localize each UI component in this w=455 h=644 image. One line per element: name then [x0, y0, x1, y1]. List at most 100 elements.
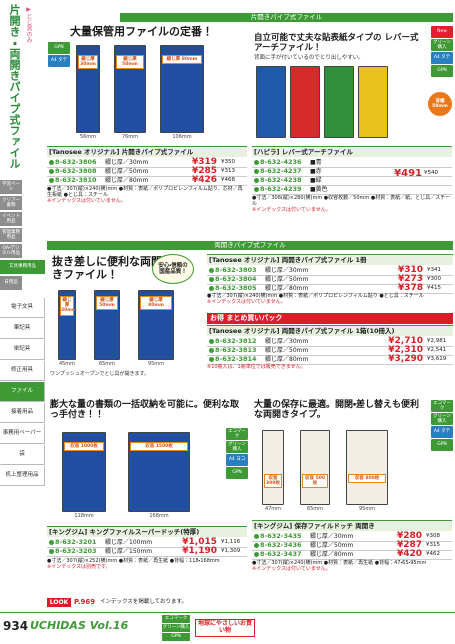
price-tax: ¥3,619	[427, 356, 447, 362]
row-dot	[254, 187, 259, 192]
spine-label: 綴じ厚 30mm	[60, 296, 77, 316]
row-dot	[254, 169, 259, 174]
product-name: [Tanosee オリジナル] 両開きパイプ式ファイル 1箱(10冊入)	[207, 325, 453, 336]
sidebar-sub: ▶とじ具のみ	[25, 6, 32, 43]
spec: 綴じ厚／30mm	[105, 159, 149, 166]
notes: ※10冊入は、1冊単位では販売できません。	[207, 364, 453, 371]
note: ※インデックスは付いていません。	[47, 197, 126, 204]
spec: 綴じ厚／30mm	[265, 338, 309, 345]
row-dot	[49, 540, 54, 545]
product-code: 8-632-3201	[55, 538, 97, 546]
brand: UCHIDAS Vol.16	[30, 619, 129, 632]
row-line	[207, 363, 453, 364]
product-code: 8-632-3435	[260, 532, 302, 540]
product-code: 8-632-3203	[55, 547, 97, 555]
row-dot	[209, 357, 214, 362]
caption: ワンプッシュオープンでとじ具が開きます。	[50, 371, 150, 377]
row-dot	[254, 178, 259, 183]
product-code: 8-632-3814	[215, 355, 257, 363]
sidebar-link: 筆記具	[0, 319, 45, 339]
spec: 綴じ厚／80mm	[265, 356, 309, 363]
price: ¥1,015	[182, 537, 217, 547]
legend-badge: GPN	[162, 633, 190, 641]
note: ※インデックスは別売です。	[47, 563, 111, 570]
product-code: 8-632-4238	[260, 176, 302, 184]
product-code: 8-632-3803	[215, 266, 257, 274]
row-dot	[254, 552, 259, 557]
spec: 綴じ厚／30mm	[265, 267, 309, 274]
row-dot	[254, 160, 259, 165]
binder	[346, 430, 388, 505]
spine-label: 収容 500枚	[302, 474, 328, 489]
sidebar-link: 袋	[0, 445, 45, 465]
product-code: 8-632-3813	[215, 346, 257, 354]
dimension: 118mm	[74, 513, 94, 519]
spine-label: 綴じ厚 50mm	[96, 296, 118, 311]
price-tax: ¥468	[221, 177, 235, 183]
dimension: 47mm	[264, 506, 282, 512]
badge: エコマーク	[431, 400, 453, 412]
row-line	[207, 354, 453, 355]
badge: A4 タテ	[431, 426, 453, 438]
headline: 膨大な量の書類の一括収納を可能に。便利な取っ手付き！！	[50, 400, 240, 421]
legend-badge: グリーン購入	[162, 624, 190, 632]
spine-label: 収容 1500枚	[130, 442, 188, 452]
spine-label: 収容 800枚	[348, 474, 386, 484]
subheadline: 背面に手が付いているのでとり出しやすい。	[254, 55, 364, 61]
price-tax: ¥2,981	[427, 338, 447, 344]
row-line	[252, 549, 452, 550]
section-band: 片開きパイプ式ファイル	[120, 13, 453, 22]
dimension: 95mm	[358, 506, 376, 512]
price-tax: ¥1,309	[221, 548, 241, 554]
sidebar-link: ファイル	[0, 382, 45, 402]
price: ¥3,290	[388, 354, 423, 364]
row-dot	[209, 268, 214, 273]
price: ¥420	[396, 549, 422, 559]
spec: 綴じ厚／100mm	[105, 539, 153, 546]
binder	[256, 66, 286, 138]
sidebar-tab: 学習ページ	[0, 180, 22, 195]
spec: 綴じ厚／30mm	[310, 533, 354, 540]
price: ¥319	[191, 157, 217, 167]
row-line	[252, 166, 452, 167]
product-name: [キングジム] 保存ファイルドッチ 両開き	[252, 520, 452, 531]
price-tax: ¥308	[426, 533, 440, 539]
page-number: 934	[3, 619, 29, 633]
spec: 綴じ厚／80mm	[105, 177, 149, 184]
product-code: 8-632-3806	[55, 158, 97, 166]
row-line	[207, 274, 453, 275]
badge: A4 タテ	[431, 52, 453, 64]
dimension: 95mm	[147, 361, 165, 367]
dimension: 45mm	[58, 361, 76, 367]
spec: 綴じ厚／150mm	[105, 548, 153, 555]
price-tax: ¥1,116	[221, 539, 241, 545]
dimension: 76mm	[121, 134, 139, 140]
dimension: 65mm	[98, 361, 116, 367]
row-line	[207, 283, 453, 284]
sidebar-title: 片開き・両開きパイプ式ファイル	[8, 4, 21, 169]
notes: ●寸法／307(縦)×240(横)mm ●材質：表紙／ポリプロピレンフィルム貼り…	[47, 186, 247, 204]
price: ¥2,310	[388, 345, 423, 355]
price: ¥378	[397, 283, 423, 293]
price-tax: ¥315	[426, 542, 440, 548]
product-code: 8-632-3808	[55, 167, 97, 175]
row-dot	[209, 277, 214, 282]
sidebar-tab: イベント用品	[0, 212, 22, 227]
row-dot	[49, 169, 54, 174]
badge: New	[431, 26, 453, 38]
product-name: [ハピラ] レバー式アーチファイル	[252, 146, 452, 157]
row-line	[47, 546, 247, 547]
binder	[358, 66, 388, 138]
product-name: [Tanosee オリジナル] 両開きパイプ式ファイル 1冊	[207, 254, 453, 265]
badge: GPN	[226, 467, 248, 479]
dimension: 168mm	[149, 513, 169, 519]
row-line	[47, 555, 247, 556]
callout: 安心・信頼の国産品質！	[152, 254, 194, 284]
note: ●寸法／307(縦)×240(横)mm ●材質：表紙／再生紙 ●背幅：47・65…	[252, 560, 427, 566]
row-line	[252, 184, 452, 185]
price: ¥1,190	[182, 546, 217, 556]
headline: 自立可能で丈夫な貼表紙タイプの レバー式アーチファイル！	[254, 33, 419, 53]
price-tax: ¥313	[221, 168, 235, 174]
price: ¥287	[396, 540, 422, 550]
